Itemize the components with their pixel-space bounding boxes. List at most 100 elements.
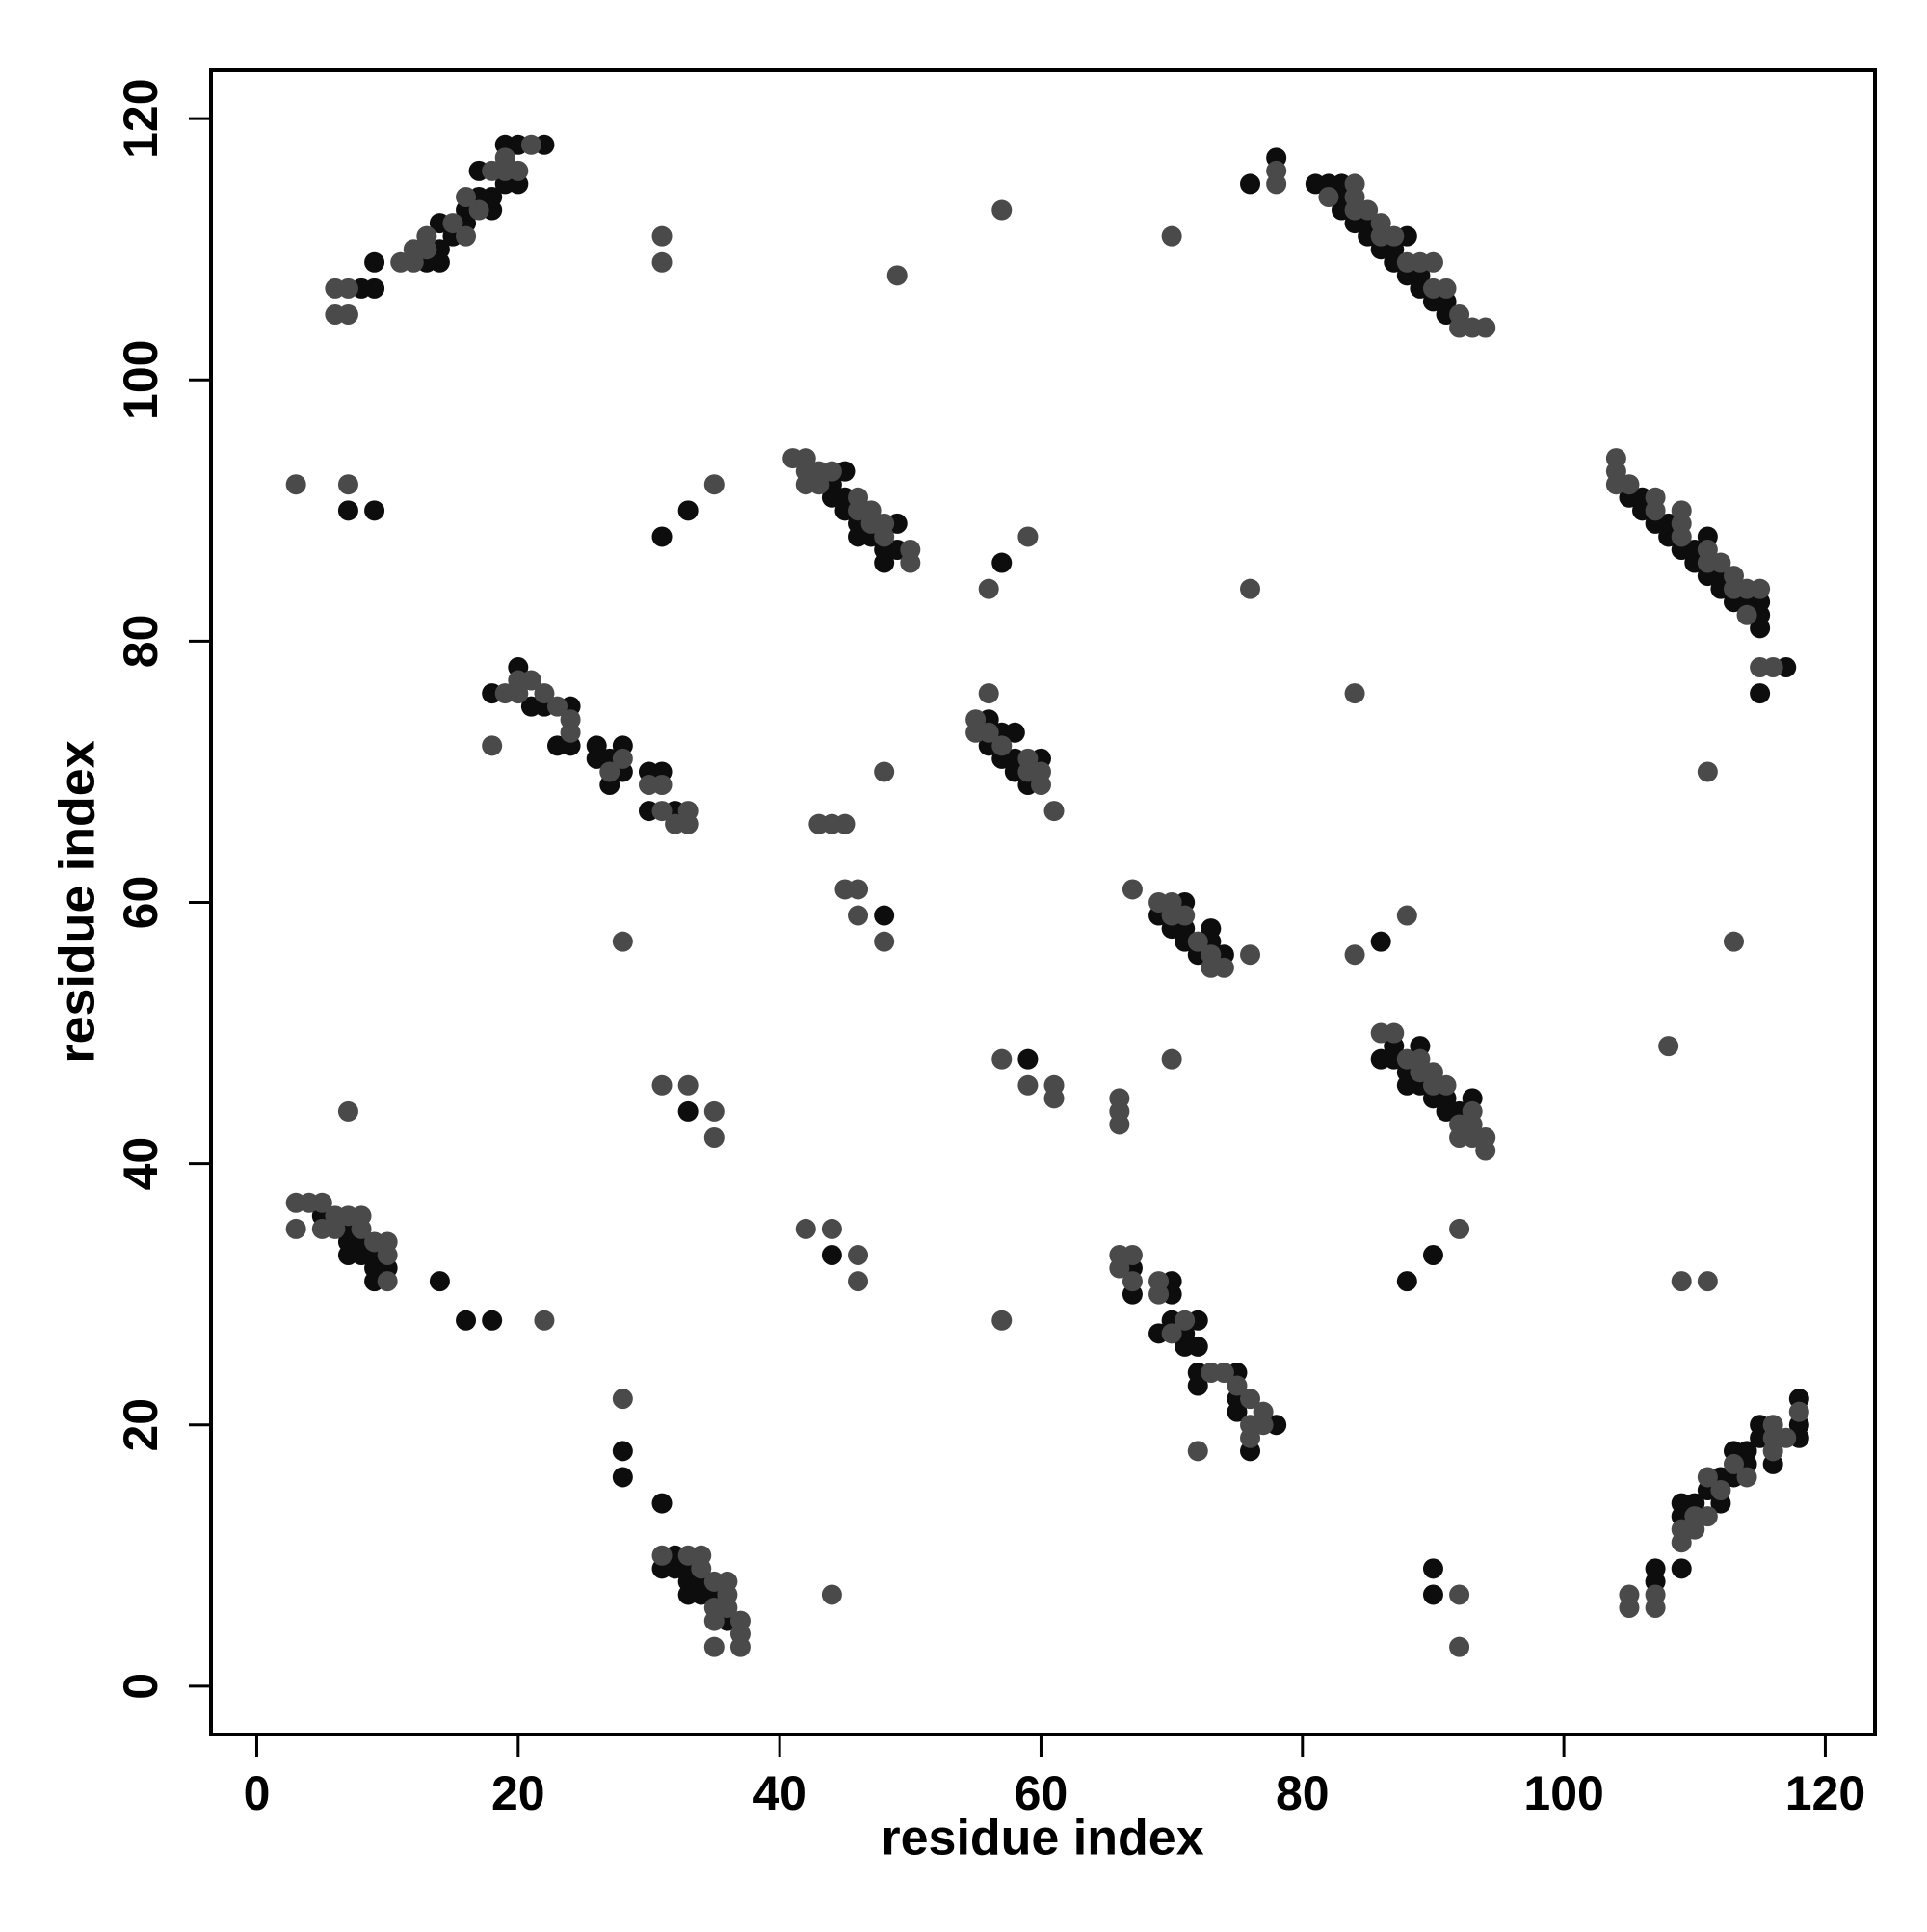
x-axis-title: residue index bbox=[881, 1811, 1203, 1866]
point bbox=[808, 474, 830, 495]
point bbox=[1605, 448, 1626, 469]
x-tick-label: 40 bbox=[752, 1766, 806, 1820]
point bbox=[377, 1271, 398, 1292]
point bbox=[1762, 1415, 1783, 1436]
point bbox=[482, 1310, 503, 1331]
point bbox=[1122, 1271, 1143, 1292]
point bbox=[795, 1218, 816, 1239]
y-tick-label: 80 bbox=[114, 615, 168, 669]
point bbox=[1449, 1218, 1470, 1239]
point bbox=[703, 1636, 725, 1657]
point bbox=[337, 304, 358, 325]
point bbox=[1475, 317, 1496, 338]
point bbox=[1358, 199, 1379, 221]
point bbox=[991, 1310, 1013, 1331]
plot-frame bbox=[209, 68, 1877, 1736]
point bbox=[1710, 1480, 1731, 1501]
point bbox=[1344, 683, 1365, 704]
y-tick-label: 20 bbox=[114, 1398, 168, 1452]
point bbox=[456, 1310, 477, 1331]
point bbox=[978, 578, 999, 599]
point bbox=[1017, 1048, 1039, 1070]
point bbox=[1253, 1401, 1274, 1422]
point bbox=[729, 1610, 751, 1631]
point bbox=[703, 1571, 725, 1592]
point bbox=[456, 225, 477, 247]
point bbox=[821, 1245, 842, 1266]
point bbox=[1266, 160, 1287, 181]
point bbox=[1736, 1441, 1757, 1462]
point bbox=[1396, 1048, 1417, 1070]
point bbox=[1175, 1310, 1196, 1331]
point bbox=[651, 1545, 673, 1566]
point bbox=[1449, 1584, 1470, 1605]
point bbox=[677, 813, 699, 834]
point bbox=[1201, 918, 1222, 940]
point bbox=[991, 735, 1013, 756]
point bbox=[1161, 1323, 1182, 1344]
point bbox=[848, 879, 869, 900]
point bbox=[1697, 1467, 1718, 1488]
x-tick-label: 100 bbox=[1523, 1766, 1603, 1820]
point bbox=[1240, 944, 1261, 966]
point bbox=[1422, 1558, 1443, 1579]
point bbox=[677, 500, 699, 521]
point bbox=[651, 1493, 673, 1514]
point bbox=[612, 1441, 633, 1462]
point bbox=[560, 722, 581, 743]
point bbox=[874, 905, 895, 926]
point bbox=[364, 278, 385, 299]
point bbox=[325, 1218, 346, 1239]
point bbox=[1187, 931, 1208, 952]
point bbox=[416, 225, 437, 247]
point bbox=[1201, 1363, 1222, 1384]
point bbox=[1671, 1558, 1692, 1579]
point bbox=[1396, 1271, 1417, 1292]
point bbox=[377, 1245, 398, 1266]
x-tick-label: 120 bbox=[1785, 1766, 1865, 1820]
point bbox=[520, 134, 541, 155]
point bbox=[311, 1192, 332, 1213]
point bbox=[1240, 1389, 1261, 1410]
point bbox=[534, 683, 555, 704]
point bbox=[1697, 1506, 1718, 1527]
point bbox=[351, 1218, 372, 1239]
point bbox=[1004, 722, 1025, 743]
point bbox=[364, 500, 385, 521]
point bbox=[1723, 931, 1744, 952]
point bbox=[651, 225, 673, 247]
point bbox=[1436, 278, 1457, 299]
point bbox=[612, 931, 633, 952]
point bbox=[1318, 186, 1339, 207]
point bbox=[978, 683, 999, 704]
point bbox=[1736, 1467, 1757, 1488]
point bbox=[534, 1310, 555, 1331]
point bbox=[1723, 566, 1744, 587]
point bbox=[900, 552, 921, 573]
point bbox=[482, 186, 503, 207]
point bbox=[703, 474, 725, 495]
point bbox=[1148, 892, 1170, 913]
point bbox=[677, 1100, 699, 1122]
point bbox=[612, 748, 633, 769]
point bbox=[612, 1389, 633, 1410]
point bbox=[285, 474, 306, 495]
point bbox=[1043, 801, 1065, 822]
point bbox=[651, 1074, 673, 1096]
point bbox=[1750, 683, 1771, 704]
point bbox=[1736, 604, 1757, 625]
point bbox=[874, 761, 895, 782]
point bbox=[991, 199, 1013, 221]
point bbox=[1697, 1271, 1718, 1292]
point bbox=[848, 1271, 869, 1292]
point bbox=[442, 213, 463, 234]
point bbox=[1017, 526, 1039, 547]
point bbox=[1671, 1271, 1692, 1292]
point bbox=[703, 1598, 725, 1619]
point bbox=[821, 1584, 842, 1605]
point bbox=[848, 905, 869, 926]
point bbox=[651, 774, 673, 795]
point bbox=[821, 1218, 842, 1239]
point bbox=[651, 251, 673, 273]
